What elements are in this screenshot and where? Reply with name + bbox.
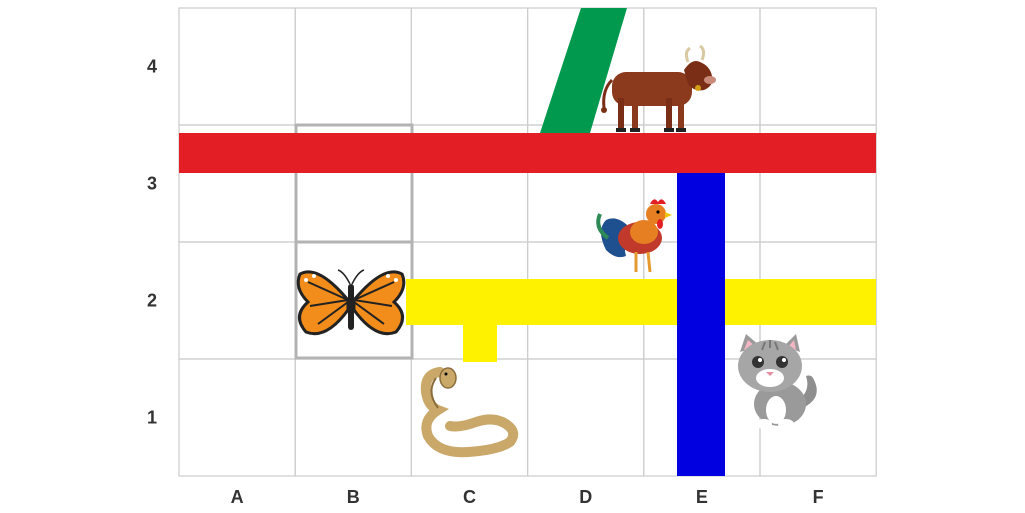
yellow-path <box>406 279 876 325</box>
grid-cell-b4 <box>294 7 413 126</box>
blue-path <box>677 173 725 476</box>
column-label: A <box>231 487 244 507</box>
grid-cell-a2 <box>178 241 296 360</box>
butterfly-icon <box>296 269 406 336</box>
cow-icon <box>601 44 716 132</box>
column-label: B <box>347 487 360 507</box>
column-label: F <box>813 487 824 507</box>
grid-cell-a4 <box>178 7 296 126</box>
cat-icon <box>738 334 817 429</box>
rooster-icon <box>596 199 672 273</box>
column-label: D <box>579 487 592 507</box>
column-label: C <box>463 487 476 507</box>
column-label: E <box>696 487 708 507</box>
green-path <box>540 8 627 133</box>
row-label: 3 <box>147 174 157 194</box>
row-label: 1 <box>147 408 157 428</box>
snake-icon <box>420 367 519 458</box>
grid-cell-a1 <box>178 358 296 477</box>
column-labels: A B C D E F <box>231 487 824 507</box>
red-path <box>179 133 876 173</box>
row-labels: 4 3 2 1 <box>147 57 157 428</box>
row-label: 2 <box>147 291 157 311</box>
grid-cell-c4 <box>410 7 529 126</box>
row-label: 4 <box>147 57 157 77</box>
grid-cell-b1 <box>294 358 413 477</box>
yellow-path-branch <box>463 322 497 362</box>
grid-cell-f4 <box>759 7 877 126</box>
grid-cell-d1 <box>526 358 645 477</box>
